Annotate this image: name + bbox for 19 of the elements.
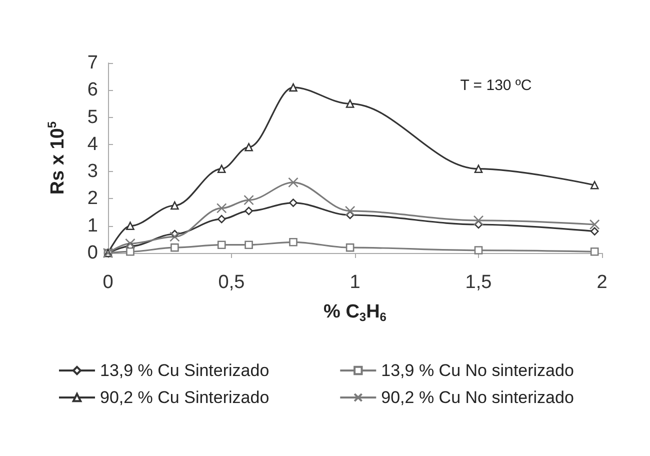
y-tick-label: 4 — [87, 134, 98, 155]
y-tick-label: 5 — [87, 106, 98, 128]
annotation: T = 130 ºC — [460, 77, 532, 94]
legend-label: 90,2 % Cu No sinterizado — [381, 388, 574, 407]
y-axis-title: Rs x 105 — [45, 121, 68, 195]
legend-label: 90,2 % Cu Sinterizado — [100, 388, 270, 407]
x-tick-label: 2 — [596, 272, 608, 293]
x-tick-label: 0 — [102, 272, 114, 293]
y-tick-label: 1 — [87, 215, 98, 236]
y-tick-label: 6 — [87, 80, 98, 101]
x-tick-label: 0,5 — [218, 272, 245, 293]
y-tick-label: 0 — [87, 242, 98, 264]
x-tick-label: 1,5 — [465, 272, 492, 293]
x-tick-label: 1 — [350, 272, 360, 293]
y-tick-label: 7 — [87, 52, 98, 74]
y-tick-label: 2 — [87, 188, 98, 210]
legend-label: 13,9 % Cu No sinterizado — [381, 361, 574, 380]
legend-label: 13,9 % Cu Sinterizado — [100, 361, 270, 380]
y-tick-label: 3 — [87, 161, 98, 182]
